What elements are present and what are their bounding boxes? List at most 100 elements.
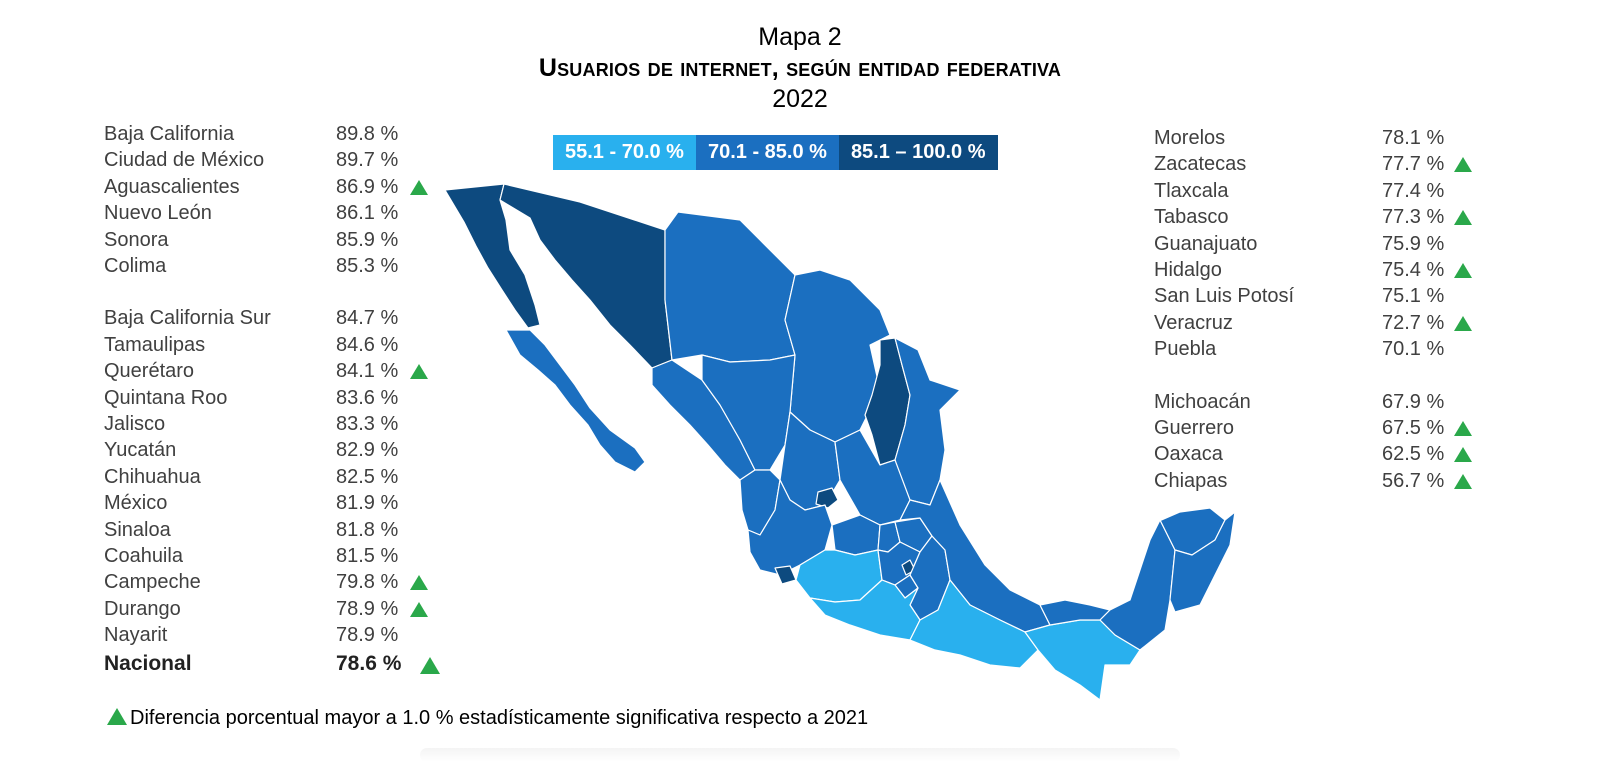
map-number: Mapa 2	[758, 23, 842, 51]
state-name: Morelos	[1154, 127, 1226, 149]
state-row: Yucatán 82.9 %	[104, 437, 430, 463]
state-name: Michoacán	[1154, 390, 1251, 413]
state-name: Guanajuato	[1154, 232, 1258, 255]
state-name: Aguascalientes	[104, 175, 240, 198]
state-value: 70.1 %	[1382, 338, 1445, 361]
state-name: Chihuahua	[104, 465, 201, 488]
state-name: Tlaxcala	[1154, 179, 1229, 202]
state-value: 56.7 %	[1382, 469, 1445, 492]
state-row: Querétaro 84.1 %	[104, 358, 430, 384]
mexico-map	[444, 183, 1236, 701]
state-name: Chiapas	[1154, 469, 1228, 492]
state-value: 81.5 %	[336, 545, 399, 567]
state-row: Sonora 85.9 %	[104, 227, 430, 253]
state-name: Colima	[104, 255, 167, 277]
state-row: Sinaloa 81.8 %	[104, 517, 430, 543]
state-row: Jalisco 83.3 %	[104, 411, 430, 437]
state-row: Nayarit 78.9 %	[104, 622, 430, 648]
state-campeche	[1099, 519, 1176, 651]
state-value: 84.6 %	[336, 333, 399, 356]
state-row: Veracruz 72.7 %	[1154, 310, 1474, 336]
state-row: Morelos 78.1 %	[1154, 125, 1474, 151]
state-row: Baja California Sur 84.7 %	[104, 305, 430, 331]
footnote: Diferencia porcentual mayor a 1.0 % esta…	[107, 707, 868, 730]
state-row: Coahuila 81.5 %	[104, 543, 430, 569]
state-name: Yucatán	[104, 439, 177, 462]
state-value: 77.4 %	[1382, 179, 1445, 202]
state-name: Guerrero	[1154, 417, 1235, 439]
state-name: Veracruz	[1154, 311, 1233, 334]
significance-triangle-icon	[1454, 210, 1472, 226]
state-value: 81.8 %	[336, 518, 399, 541]
state-row: Quintana Roo 83.6 %	[104, 385, 430, 411]
state-row: Baja California 89.8 %	[104, 121, 430, 147]
state-name: Sinaloa	[104, 518, 171, 541]
state-value: 72.7 %	[1382, 311, 1445, 334]
state-row: Campeche 79.8 %	[104, 569, 430, 595]
state-value: 67.5 %	[1382, 417, 1445, 439]
significance-triangle-icon	[1454, 473, 1472, 489]
legend-swatch: 70.1 - 85.0 %	[695, 135, 839, 170]
footnote-text: Diferencia porcentual mayor a 1.0 % esta…	[130, 707, 869, 729]
state-row: México 81.9 %	[104, 490, 430, 516]
state-guerrero	[809, 579, 921, 641]
state-value: 82.9 %	[336, 439, 399, 462]
national-row: Nacional 78.6 %	[104, 651, 444, 677]
state-value: 62.5 %	[1382, 443, 1445, 466]
state-row: Durango 78.9 %	[104, 596, 430, 622]
state-row: Guanajuato 75.9 %	[1154, 231, 1474, 257]
state-value: 77.3 %	[1382, 206, 1445, 229]
significance-triangle-icon	[1454, 157, 1472, 173]
decorative-shadow	[420, 748, 1180, 762]
significance-triangle-icon	[410, 364, 428, 380]
state-row: Puebla 70.1 %	[1154, 336, 1474, 362]
state-name: Jalisco	[104, 413, 166, 435]
map-year: 2022	[772, 85, 828, 113]
state-value: 75.9 %	[1382, 232, 1445, 255]
state-name: Querétaro	[104, 360, 195, 383]
state-value: 83.3 %	[336, 413, 399, 435]
state-name: Hidalgo	[1154, 259, 1222, 281]
state-value: 85.3 %	[336, 255, 399, 277]
state-name: Oaxaca	[1154, 443, 1223, 466]
state-value: 84.7 %	[336, 307, 399, 330]
state-name: Baja California Sur	[104, 307, 271, 330]
state-value: 79.8 %	[336, 571, 399, 594]
state-name: Baja California	[104, 123, 235, 145]
state-quintana-roo	[1169, 511, 1236, 613]
state-name: Quintana Roo	[104, 386, 228, 409]
state-name: Coahuila	[104, 545, 183, 567]
state-value: 82.5 %	[336, 465, 399, 488]
state-row: Tamaulipas 84.6 %	[104, 332, 430, 358]
state-name: Nuevo León	[104, 202, 212, 225]
state-name: Tamaulipas	[104, 333, 206, 356]
state-row: Tlaxcala 77.4 %	[1154, 178, 1474, 204]
state-value: 89.7 %	[336, 149, 399, 172]
state-row: Chiapas 56.7 %	[1154, 468, 1474, 494]
state-name: Nayarit	[104, 624, 168, 647]
state-value: 75.4 %	[1382, 259, 1445, 281]
state-value: 75.1 %	[1382, 285, 1445, 308]
state-name: Ciudad de México	[104, 149, 265, 172]
state-baja-california-sur	[505, 329, 646, 473]
state-value: 86.9 %	[336, 175, 399, 198]
state-value: 89.8 %	[336, 123, 399, 145]
state-durango	[701, 354, 796, 471]
state-name: Zacatecas	[1154, 153, 1247, 176]
state-value: 85.9 %	[336, 228, 399, 251]
significance-triangle-icon	[1454, 421, 1472, 436]
state-name: Sonora	[104, 228, 169, 251]
state-name: San Luis Potosí	[1154, 285, 1295, 308]
state-baja-california	[444, 183, 541, 329]
significance-triangle-icon	[107, 708, 127, 725]
state-value: 86.1 %	[336, 202, 399, 225]
state-guanajuato	[831, 514, 881, 556]
state-value: 78.1 %	[1382, 127, 1445, 149]
legend-swatch: 85.1 – 100.0 %	[838, 135, 998, 170]
significance-triangle-icon	[1454, 447, 1472, 463]
state-chihuahua	[664, 211, 796, 363]
legend: 55.1 - 70.0 % 70.1 - 85.0 % 85.1 – 100.0 %	[553, 135, 998, 170]
national-value: 78.6 %	[336, 651, 402, 675]
state-value: 83.6 %	[336, 386, 399, 409]
significance-triangle-icon	[1454, 263, 1472, 278]
